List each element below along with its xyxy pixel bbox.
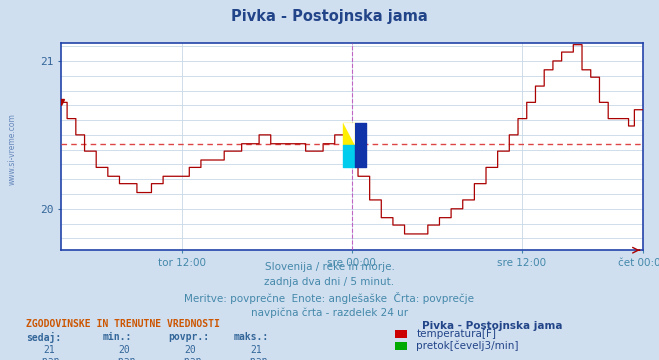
Text: 20: 20 [185,345,196,355]
Text: Pivka - Postojnska jama: Pivka - Postojnska jama [231,9,428,24]
Text: 21: 21 [43,345,55,355]
Text: 20: 20 [119,345,130,355]
Text: -nan: -nan [36,356,60,360]
Text: sedaj:: sedaj: [26,332,61,343]
Text: 21: 21 [250,345,262,355]
Text: navpična črta - razdelek 24 ur: navpična črta - razdelek 24 ur [251,307,408,318]
Text: -nan: -nan [112,356,136,360]
Text: pretok[čevelj3/min]: pretok[čevelj3/min] [416,341,519,351]
Text: Meritve: povprečne  Enote: anglešaške  Črta: povprečje: Meritve: povprečne Enote: anglešaške Črt… [185,292,474,304]
Text: ZGODOVINSKE IN TRENUTNE VREDNOSTI: ZGODOVINSKE IN TRENUTNE VREDNOSTI [26,319,220,329]
Text: zadnja dva dni / 5 minut.: zadnja dva dni / 5 minut. [264,277,395,287]
Text: temperatura[F]: temperatura[F] [416,329,496,339]
Polygon shape [343,123,355,145]
Text: Pivka - Postojnska jama: Pivka - Postojnska jama [422,321,562,331]
Text: povpr.:: povpr.: [168,332,209,342]
Text: www.si-vreme.com: www.si-vreme.com [8,113,17,185]
Text: -nan: -nan [178,356,202,360]
Text: min.:: min.: [102,332,132,342]
Text: maks.:: maks.: [234,332,269,342]
Text: -nan: -nan [244,356,268,360]
Text: Slovenija / reke in morje.: Slovenija / reke in morje. [264,262,395,272]
